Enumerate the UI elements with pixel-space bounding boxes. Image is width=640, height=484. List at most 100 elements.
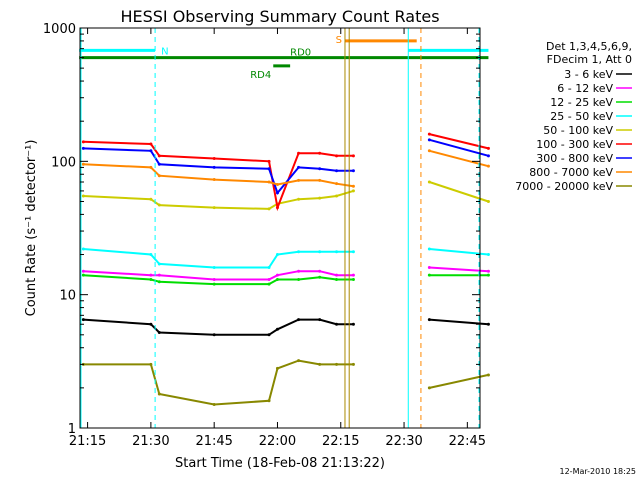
- point-25-50-kev: [427, 247, 431, 251]
- point-3-6-kev: [267, 333, 271, 337]
- point-25-50-kev: [318, 250, 322, 254]
- point-6-12-kev: [486, 269, 490, 273]
- point-800-7000-kev: [318, 178, 322, 182]
- point-50-100-kev: [335, 194, 339, 198]
- legend-item-300-800-kev: 300 - 800 keV: [536, 152, 613, 165]
- point-7000-20000-kev: [212, 403, 216, 407]
- flag-label-rd0: RD0: [290, 48, 311, 59]
- flag-label-n: N: [161, 46, 168, 57]
- point-3-6-kev: [318, 318, 322, 322]
- series-50-100-kev-0: [83, 189, 354, 210]
- point-50-100-kev: [486, 199, 490, 203]
- point-100-300-kev: [427, 132, 431, 136]
- point-12-25-kev: [212, 282, 216, 286]
- x-tick-label: 21:15: [69, 434, 106, 449]
- vertical-markers: [80, 28, 480, 428]
- point-100-300-kev: [351, 154, 355, 158]
- point-7000-20000-kev: [335, 362, 339, 366]
- footer-timestamp: 12-Mar-2010 18:25: [560, 467, 637, 476]
- point-50-100-kev: [318, 196, 322, 200]
- series-3-6-kev-0: [83, 318, 354, 336]
- point-300-800-kev: [318, 167, 322, 171]
- point-25-50-kev: [149, 253, 153, 257]
- point-300-800-kev: [427, 138, 431, 142]
- point-3-6-kev: [81, 318, 85, 322]
- point-25-50-kev: [486, 253, 490, 257]
- point-300-800-kev: [212, 165, 216, 169]
- point-12-25-kev: [275, 277, 279, 281]
- point-12-25-kev: [81, 273, 85, 277]
- point-50-100-kev: [81, 194, 85, 198]
- chart-title: HESSI Observing Summary Count Rates: [120, 7, 439, 26]
- point-25-50-kev: [212, 265, 216, 269]
- series-800-7000-kev-0: [83, 163, 354, 188]
- point-50-100-kev: [267, 207, 271, 211]
- x-tick-label: 22:15: [322, 434, 359, 449]
- point-100-300-kev: [267, 159, 271, 163]
- point-12-25-kev: [351, 277, 355, 281]
- point-7000-20000-kev: [318, 362, 322, 366]
- point-100-300-kev: [275, 206, 279, 210]
- point-7000-20000-kev: [149, 362, 153, 366]
- point-300-800-kev: [149, 149, 153, 153]
- point-100-300-kev: [335, 154, 339, 158]
- point-800-7000-kev: [351, 184, 355, 188]
- point-12-25-kev: [149, 277, 153, 281]
- point-3-6-kev: [297, 318, 301, 322]
- point-300-800-kev: [297, 165, 301, 169]
- point-7000-20000-kev: [297, 359, 301, 363]
- point-300-800-kev: [81, 146, 85, 150]
- point-7000-20000-kev: [351, 362, 355, 366]
- point-25-50-kev: [275, 253, 279, 257]
- series-300-800-kev-1: [429, 138, 489, 157]
- point-12-25-kev: [297, 277, 301, 281]
- point-6-12-kev: [297, 269, 301, 273]
- axes: 21:15 21:30 21:45 22:00 22:15 22:30 22:45 1 10 10…: [43, 22, 486, 449]
- series-25-50-kev-0: [83, 248, 354, 269]
- point-800-7000-kev: [157, 174, 161, 178]
- series-50-100-kev-1: [429, 181, 489, 203]
- point-800-7000-kev: [267, 180, 271, 184]
- y-tick-label: 100: [51, 155, 76, 170]
- point-3-6-kev: [486, 322, 490, 326]
- flag-label-rd4: RD4: [250, 70, 271, 81]
- x-tick-label: 21:30: [132, 434, 169, 449]
- x-tick-label: 21:45: [195, 434, 232, 449]
- point-7000-20000-kev: [267, 399, 271, 403]
- series-7000-20000-kev-1: [429, 373, 489, 389]
- point-50-100-kev: [427, 180, 431, 184]
- point-100-300-kev: [81, 140, 85, 144]
- flag-bars: N S RD0 RD4: [79, 35, 489, 81]
- series-300-800-kev-0: [83, 147, 354, 195]
- legend-item-25-50-kev: 25 - 50 keV: [550, 110, 613, 123]
- y-axis-label: Count Rate (s⁻¹ detector⁻¹): [24, 140, 39, 317]
- point-50-100-kev: [351, 189, 355, 193]
- point-50-100-kev: [149, 197, 153, 201]
- flag-label-s: S: [336, 35, 342, 46]
- point-6-12-kev: [212, 277, 216, 281]
- point-6-12-kev: [149, 273, 153, 277]
- point-25-50-kev: [267, 265, 271, 269]
- point-800-7000-kev: [275, 183, 279, 187]
- point-3-6-kev: [157, 331, 161, 335]
- legend: Det 1,3,4,5,6,9,FDecim 1, Att 0 3 - 6 keV…: [515, 40, 632, 193]
- point-25-50-kev: [297, 250, 301, 254]
- legend-item-7000-20000-kev: 7000 - 20000 keV: [515, 180, 613, 193]
- point-7000-20000-kev: [427, 386, 431, 390]
- legend-item-6-12-kev: 6 - 12 keV: [557, 82, 613, 95]
- point-25-50-kev: [157, 262, 161, 266]
- point-3-6-kev: [149, 322, 153, 326]
- point-7000-20000-kev: [157, 392, 161, 396]
- series-3-6-kev-1: [429, 318, 489, 326]
- point-800-7000-kev: [486, 164, 490, 168]
- plot-frame: [79, 27, 481, 429]
- point-800-7000-kev: [212, 178, 216, 182]
- point-50-100-kev: [212, 206, 216, 210]
- point-25-50-kev: [81, 247, 85, 251]
- point-300-800-kev: [351, 169, 355, 173]
- point-3-6-kev: [275, 327, 279, 331]
- point-12-25-kev: [267, 282, 271, 286]
- point-6-12-kev: [335, 273, 339, 277]
- point-12-25-kev: [427, 273, 431, 277]
